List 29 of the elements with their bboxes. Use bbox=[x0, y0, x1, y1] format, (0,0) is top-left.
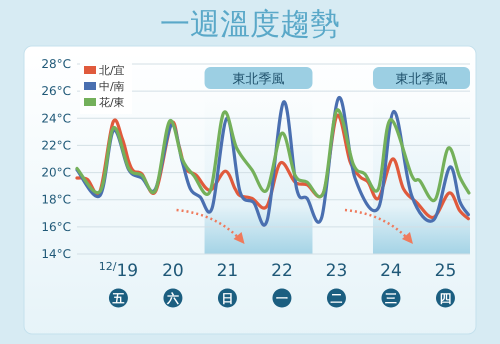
y-tick-label: 14°C bbox=[41, 247, 71, 261]
legend-label: 中/南 bbox=[99, 80, 125, 93]
chart-title: 一週溫度趨勢 bbox=[160, 7, 340, 42]
band-label: 東北季風 bbox=[395, 72, 448, 87]
text: 二 bbox=[330, 292, 342, 306]
y-tick-label: 18°C bbox=[41, 192, 71, 207]
x-tick-label: 22 bbox=[271, 261, 293, 281]
text: 三 bbox=[384, 292, 397, 306]
line-series bbox=[75, 108, 471, 202]
text: 一 bbox=[276, 292, 288, 306]
x-tick-label: 23 bbox=[326, 261, 348, 281]
legend-label: 北/宜 bbox=[99, 64, 125, 77]
y-tick-label: 22°C bbox=[41, 138, 71, 152]
y-tick-label: 28°C bbox=[41, 57, 71, 71]
text: 四 bbox=[439, 292, 452, 306]
text: 五 bbox=[111, 292, 124, 306]
x-tick-label: 24 bbox=[380, 261, 402, 281]
band-label: 東北季風 bbox=[232, 72, 285, 87]
y-tick-label: 24°C bbox=[41, 111, 71, 126]
text: 六 bbox=[166, 292, 179, 306]
y-tick-label: 26°C bbox=[41, 84, 71, 98]
x-tick-label: $^{12/}$19 bbox=[98, 260, 138, 281]
legend-label: 花/東 bbox=[99, 96, 125, 109]
y-tick-label: 20°C bbox=[41, 166, 71, 180]
text: 日 bbox=[221, 292, 234, 306]
x-tick-label: 21 bbox=[216, 261, 238, 281]
x-tick-label: 20 bbox=[162, 261, 184, 281]
y-tick-label: 16°C bbox=[41, 220, 71, 234]
x-tick-label: 25 bbox=[434, 261, 456, 281]
